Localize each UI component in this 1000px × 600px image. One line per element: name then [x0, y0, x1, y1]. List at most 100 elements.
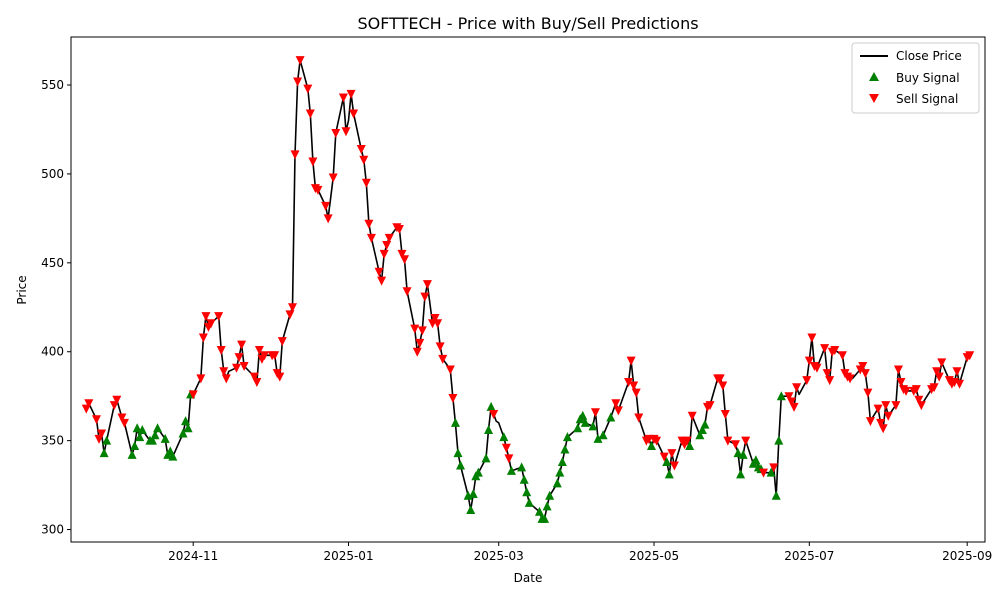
sell-signal-marker [934, 372, 944, 382]
sell-signal-marker [305, 109, 315, 119]
plot-frame [70, 36, 986, 543]
sell-signal-marker [911, 385, 921, 395]
buy-signal-marker [102, 435, 112, 445]
sell-signal-series [81, 56, 975, 478]
sell-signal-marker [293, 77, 303, 87]
sell-signal-marker [929, 383, 939, 393]
buy-signal-marker [481, 453, 491, 463]
legend-close-price: Close Price [896, 49, 962, 63]
x-tick-label: 2025-05 [629, 549, 679, 563]
sell-signal-marker [825, 376, 835, 386]
sell-signal-marker [359, 155, 369, 165]
y-axis: 300 350 400 450 500 550 [41, 78, 71, 537]
buy-signal-marker [555, 467, 565, 477]
sell-signal-marker [489, 409, 499, 419]
sell-signal-marker [216, 345, 226, 355]
sell-signal-marker [631, 388, 641, 398]
buy-signal-marker [183, 423, 193, 433]
buy-signal-marker [484, 424, 494, 434]
sell-signal-marker [812, 363, 822, 373]
buy-signal-marker [468, 488, 478, 498]
sell-signal-marker [652, 436, 662, 446]
sell-signal-marker [789, 402, 799, 412]
sell-signal-marker [328, 173, 338, 183]
buy-signal-marker [695, 430, 705, 440]
buy-signal-marker [466, 504, 476, 514]
sell-signal-marker [435, 342, 445, 352]
sell-signal-marker [384, 233, 394, 243]
sell-signal-marker [613, 406, 623, 416]
buy-signal-marker [606, 412, 616, 422]
buy-signal-marker [580, 417, 590, 427]
buy-signal-marker [499, 432, 509, 442]
buy-signal-marker [766, 467, 776, 477]
sell-signal-marker [629, 381, 639, 391]
sell-signal-marker [382, 241, 392, 251]
sell-signal-marker [937, 358, 947, 368]
sell-signal-marker [430, 313, 440, 323]
buy-signal-marker [733, 448, 743, 458]
buy-signal-marker [697, 424, 707, 434]
buy-signal-marker [181, 416, 191, 426]
y-axis-label: Price [15, 275, 29, 304]
sell-signal-marker [504, 454, 514, 464]
sell-signal-marker [792, 383, 802, 393]
buy-signal-marker [178, 428, 188, 438]
sell-signal-marker [397, 249, 407, 259]
buy-signal-marker [646, 440, 656, 450]
sell-signal-marker [221, 374, 231, 384]
buy-signal-marker [771, 490, 781, 500]
buy-signal-marker [132, 423, 142, 433]
sell-signal-marker [119, 418, 129, 428]
sell-signal-marker [445, 365, 455, 375]
sell-signal-marker [787, 397, 797, 407]
sell-signal-marker [715, 374, 725, 384]
buy-signal-marker [664, 469, 674, 479]
sell-signal-marker [723, 436, 733, 446]
buy-signal-marker [453, 448, 463, 458]
sell-signal-marker [287, 303, 297, 313]
sell-signal-marker [270, 351, 280, 361]
buy-signal-marker [456, 460, 466, 470]
buy-signal-marker [517, 462, 527, 472]
buy-signal-marker [552, 478, 562, 488]
buy-signal-marker [578, 410, 588, 420]
legend-sell-signal: Sell Signal [896, 92, 958, 106]
sell-signal-marker [321, 201, 331, 211]
sell-signal-marker [718, 381, 728, 391]
y-tick-label: 500 [41, 167, 64, 181]
buy-signal-marker [99, 448, 109, 458]
sell-signal-marker [916, 401, 926, 411]
x-axis-label: Date [514, 571, 543, 585]
sell-signal-marker [932, 367, 942, 377]
sell-signal-marker [415, 338, 425, 348]
sell-signal-marker [804, 356, 814, 366]
buy-signal-marker [150, 430, 160, 440]
sell-signal-marker [338, 93, 348, 103]
sell-signal-marker [822, 369, 832, 379]
sell-signal-marker [422, 280, 432, 290]
sell-signal-marker [865, 417, 875, 427]
buy-signal-marker [588, 421, 598, 431]
sell-signal-marker [356, 145, 366, 155]
buy-signal-marker [776, 391, 786, 401]
sell-signal-marker [952, 367, 962, 377]
sell-signal-marker [277, 337, 287, 347]
sell-signal-marker [188, 390, 198, 400]
plot-area [71, 37, 985, 542]
sell-signal-marker [237, 340, 247, 350]
sell-signal-marker [634, 413, 644, 423]
buy-signal-marker [168, 451, 178, 461]
buy-signal-marker [506, 465, 516, 475]
sell-signal-marker [590, 408, 600, 418]
buy-signal-marker [593, 433, 603, 443]
sell-signal-marker [410, 324, 420, 334]
sell-signal-marker [239, 361, 249, 371]
sell-signal-marker [876, 418, 886, 428]
sell-signal-marker [896, 377, 906, 387]
buy-signal-marker [738, 449, 748, 459]
sell-signal-marker [249, 372, 259, 382]
sell-signal-marker [881, 401, 891, 411]
buy-signal-marker [774, 435, 784, 445]
legend-buy-signal: Buy Signal [896, 71, 960, 85]
